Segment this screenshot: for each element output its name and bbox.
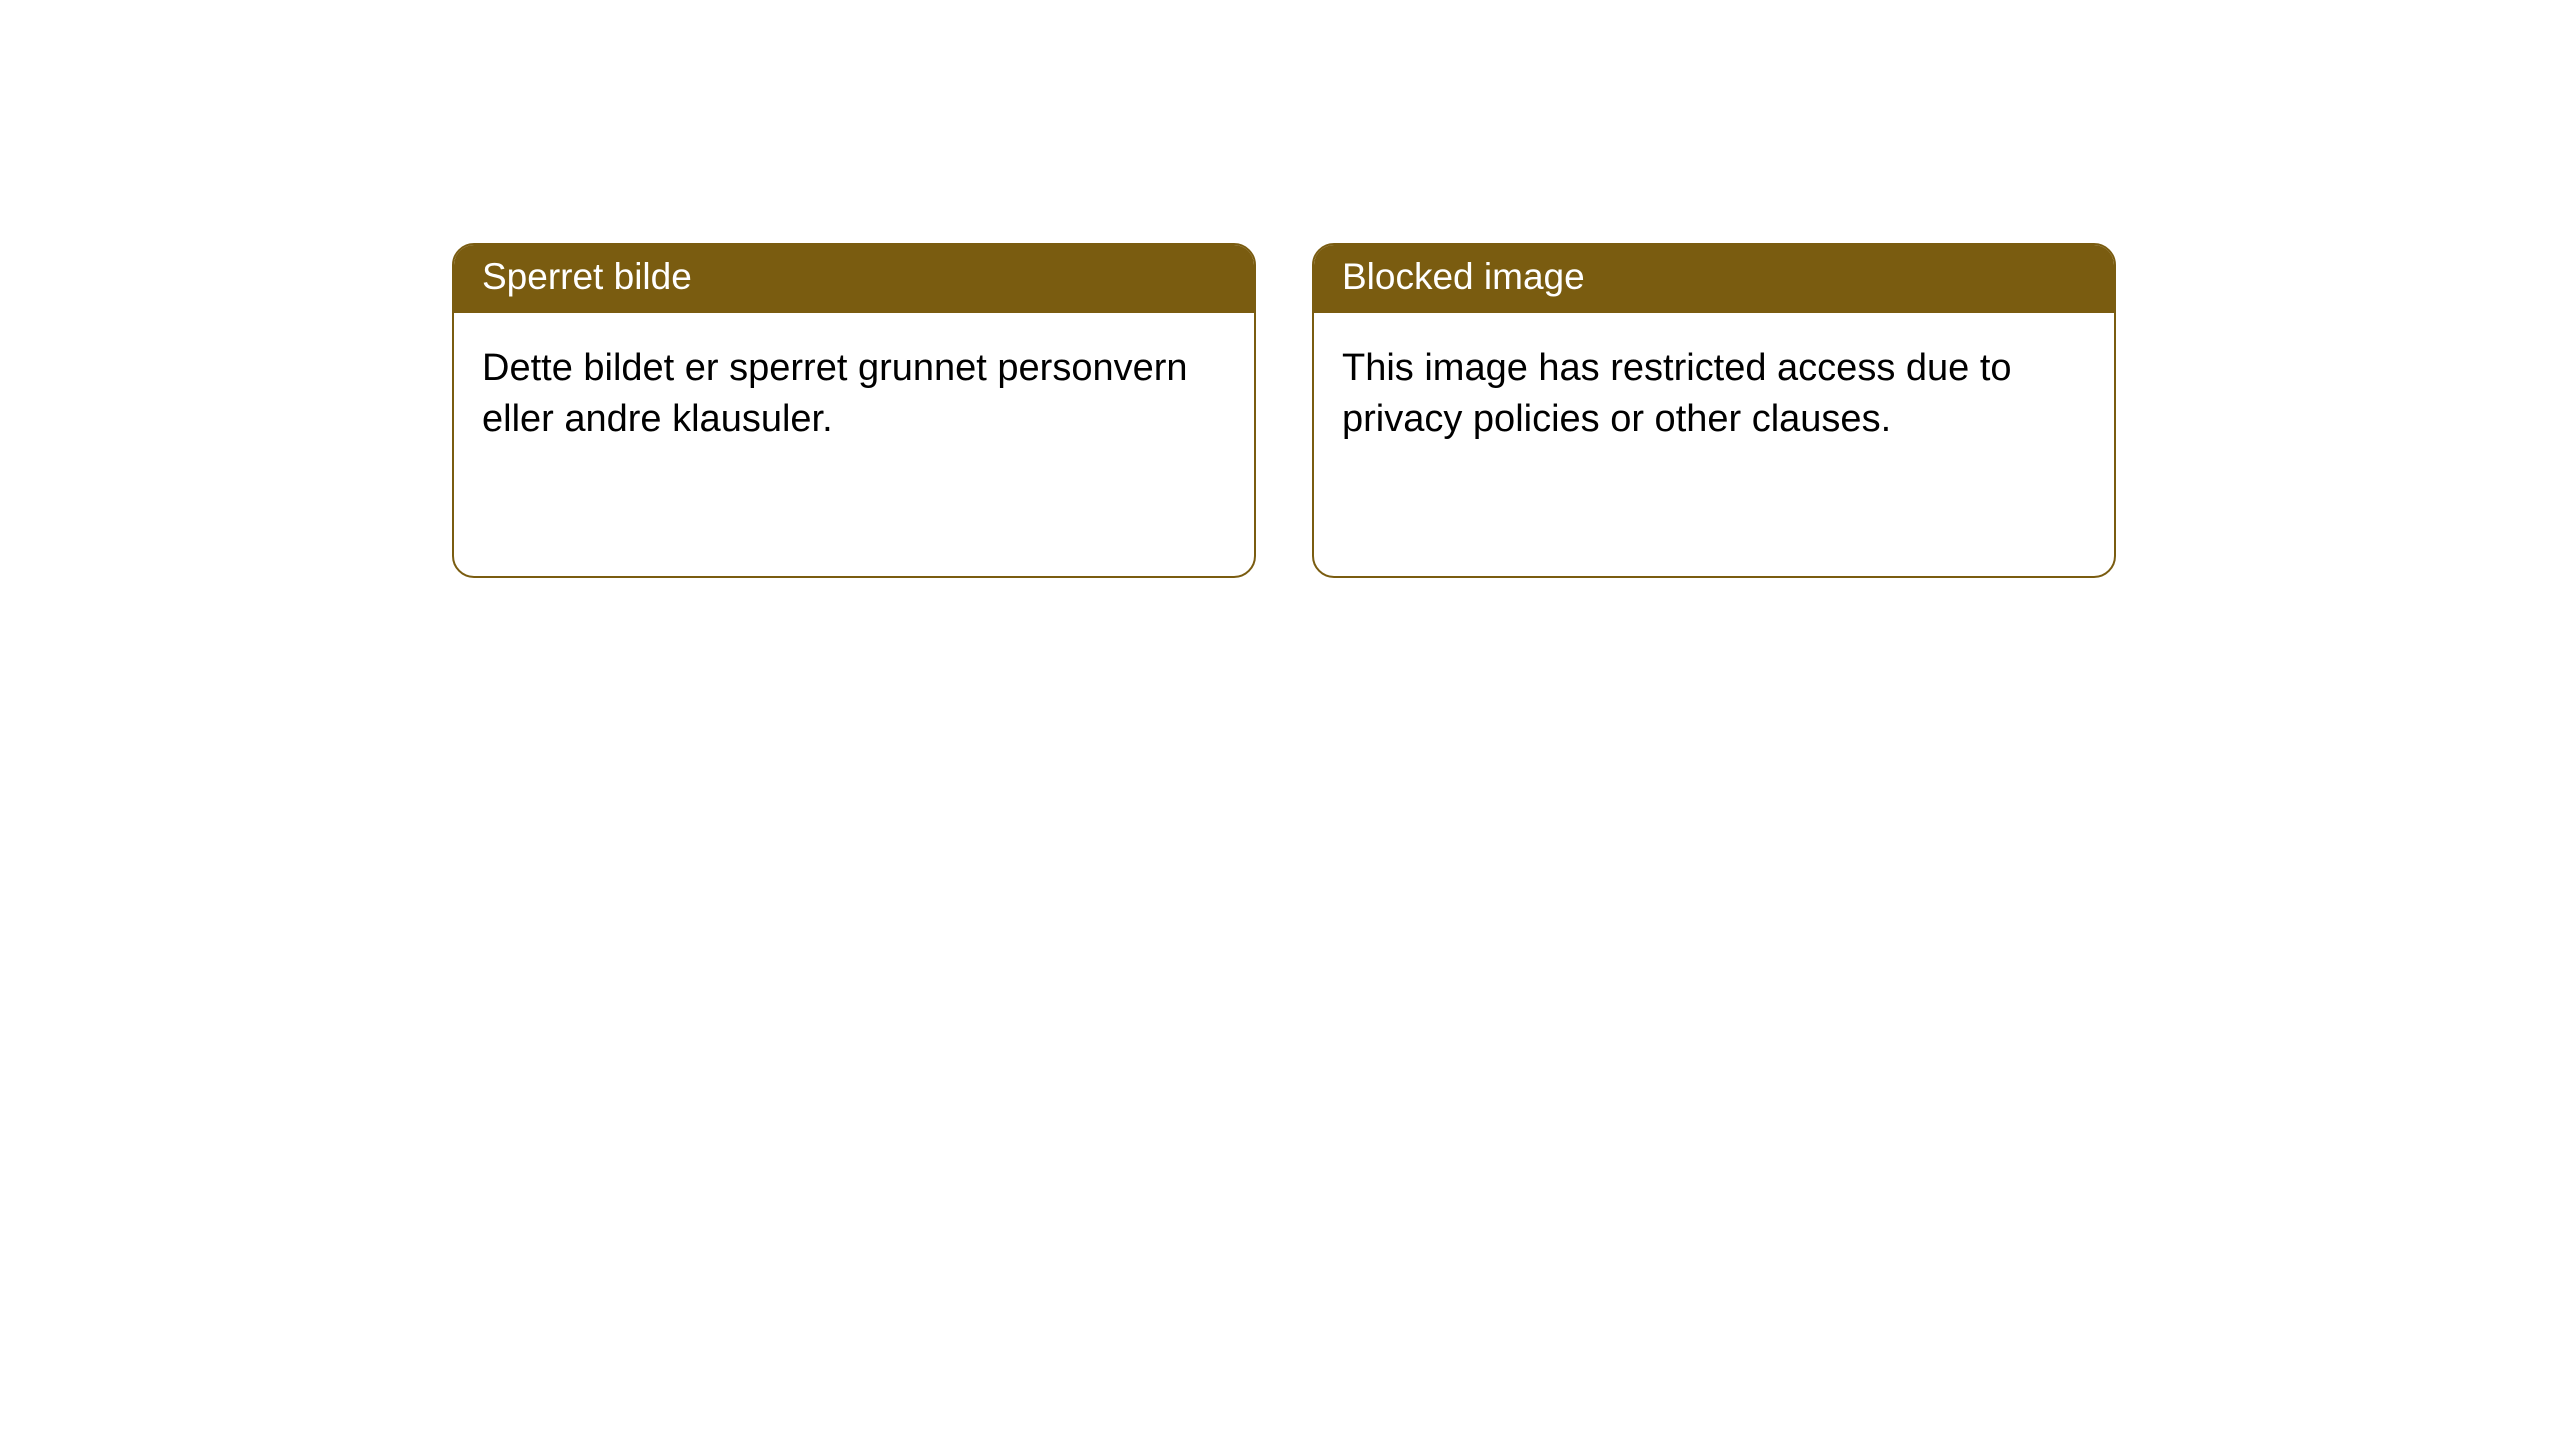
notice-container: Sperret bilde Dette bildet er sperret gr…	[0, 0, 2560, 578]
card-body-en: This image has restricted access due to …	[1314, 313, 2114, 476]
blocked-image-card-en: Blocked image This image has restricted …	[1312, 243, 2116, 578]
blocked-image-card-no: Sperret bilde Dette bildet er sperret gr…	[452, 243, 1256, 578]
card-body-no: Dette bildet er sperret grunnet personve…	[454, 313, 1254, 476]
card-header-en: Blocked image	[1314, 245, 2114, 313]
card-header-no: Sperret bilde	[454, 245, 1254, 313]
